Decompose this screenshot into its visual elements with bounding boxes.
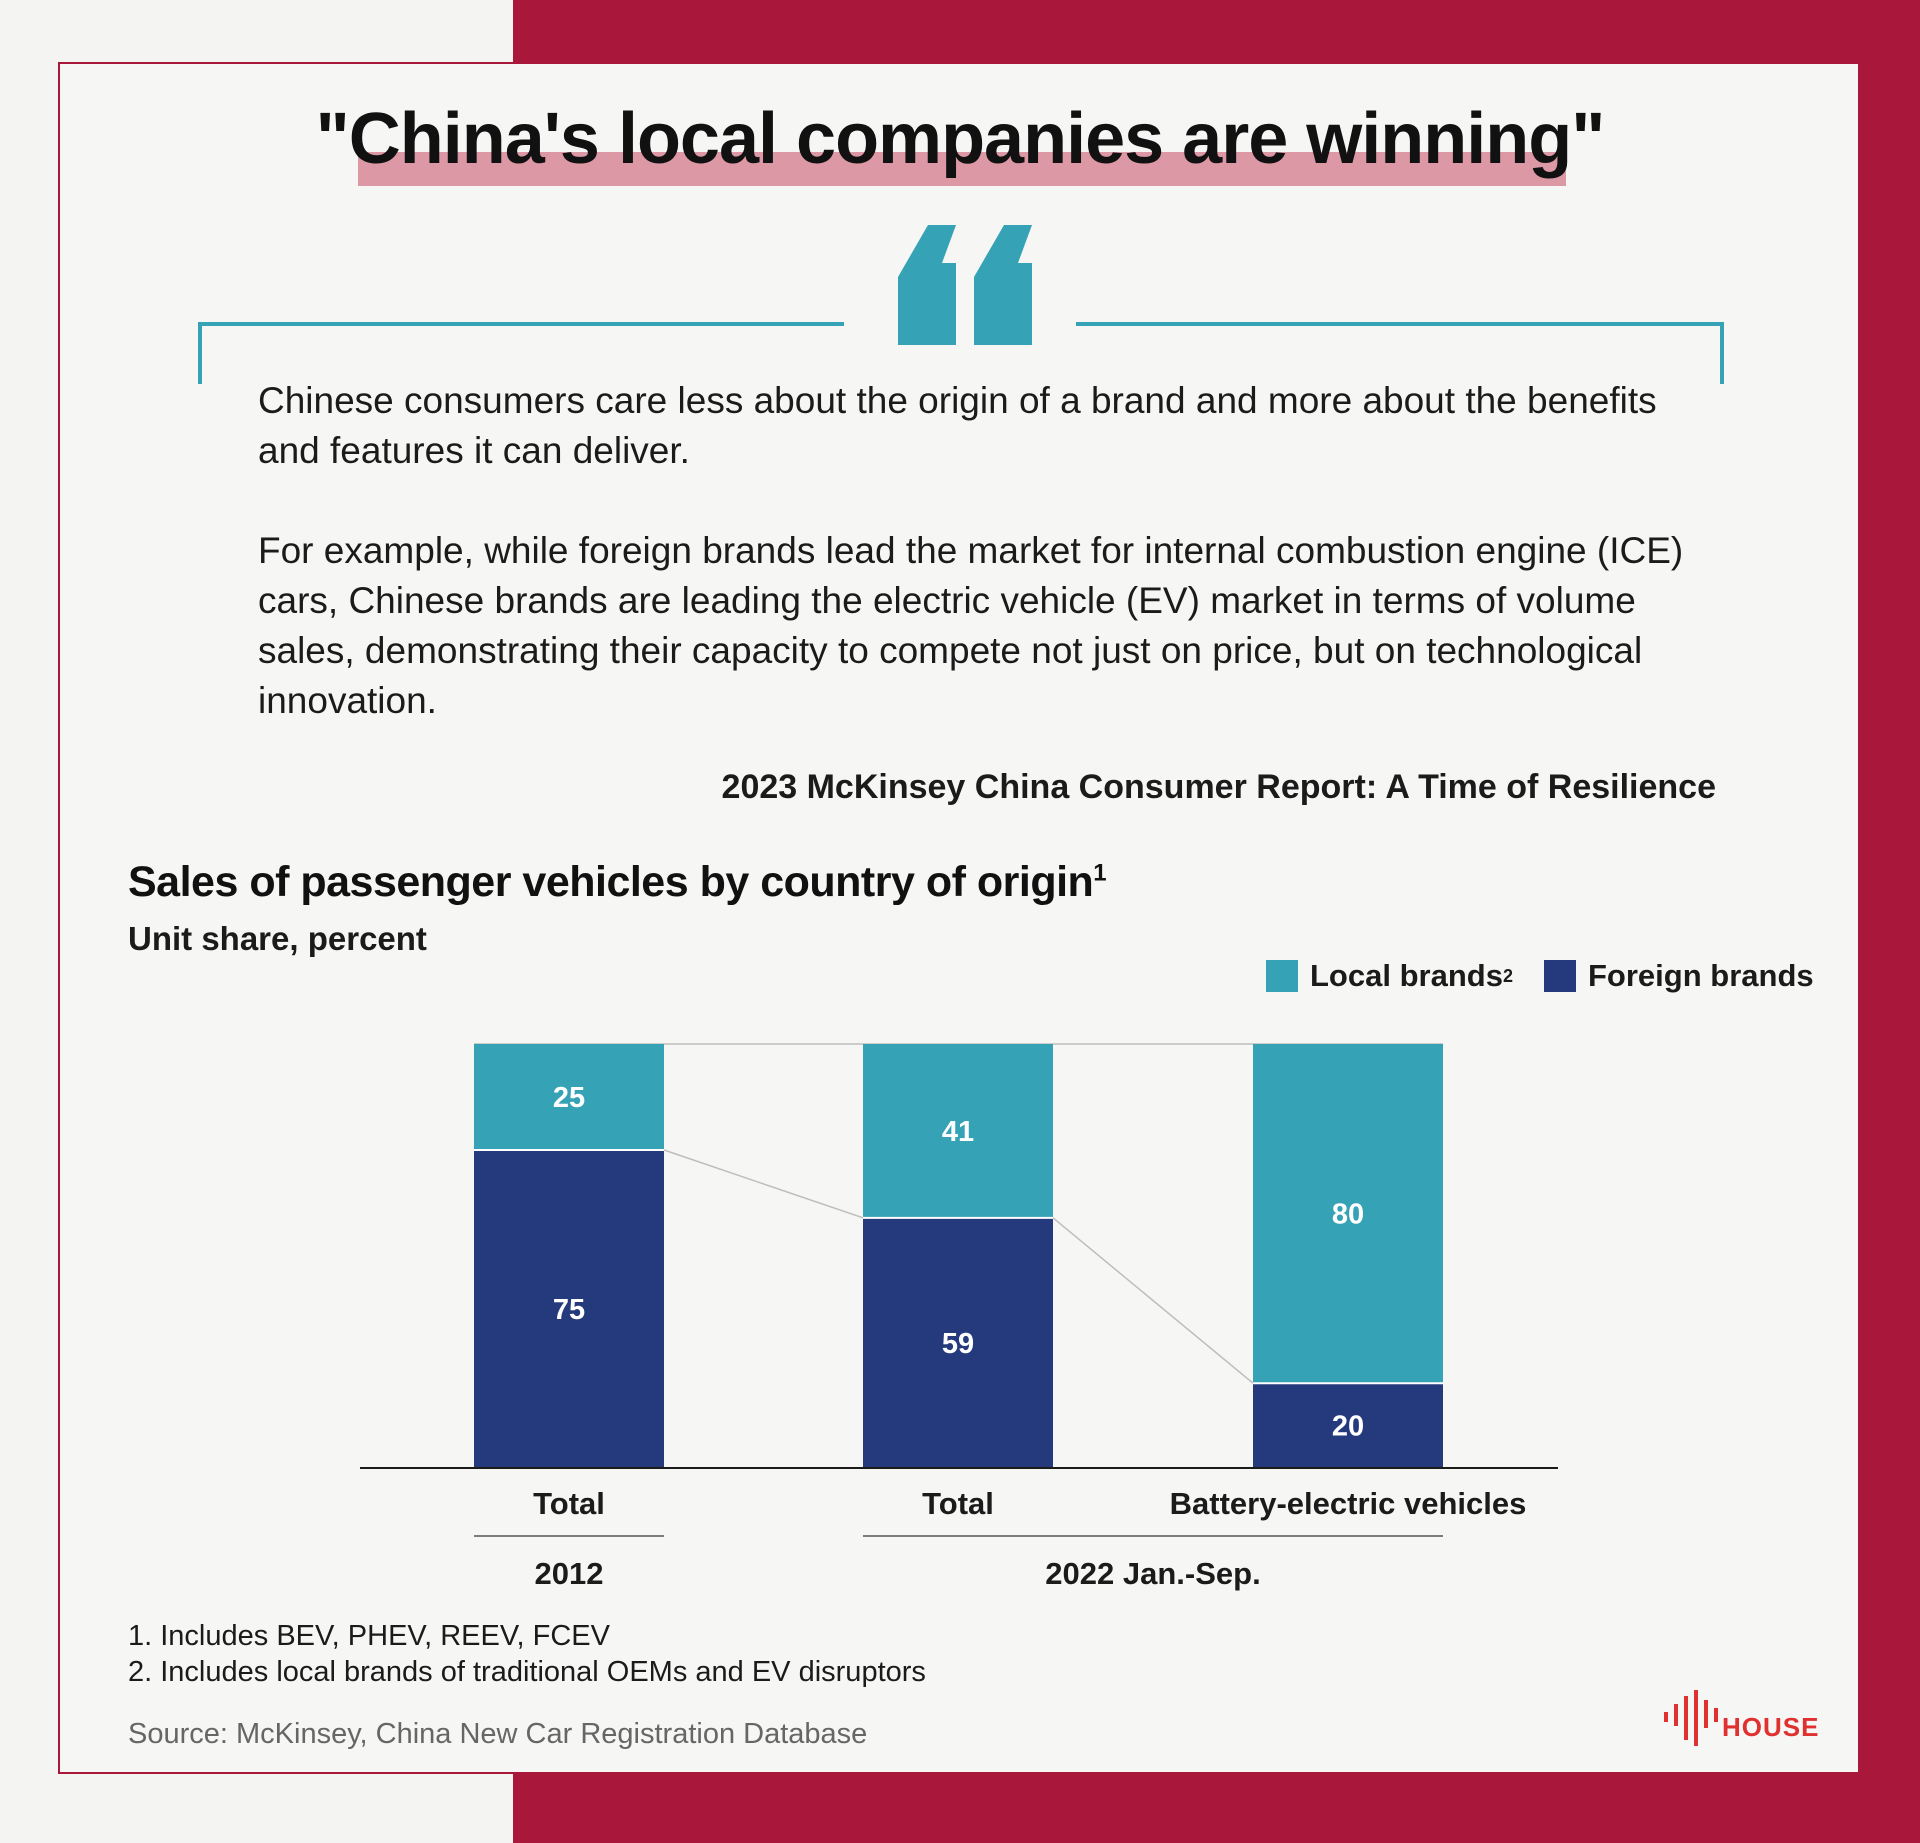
house-logo: HOUSE — [1662, 1690, 1822, 1746]
legend-local-label: Local brands — [1310, 958, 1503, 993]
logo-sound-bars-icon — [1664, 1690, 1718, 1746]
connector-line — [663, 1149, 864, 1219]
bar-local — [863, 1044, 1053, 1218]
chart-subtitle: Unit share, percent — [128, 920, 427, 957]
legend-foreign: Foreign brands — [1544, 958, 1814, 994]
quote-rule-left-end — [198, 322, 202, 384]
footnote-1: 1. Includes BEV, PHEV, REEV, FCEV — [128, 1620, 610, 1652]
quote-source: 2023 McKinsey China Consumer Report: A T… — [721, 768, 1716, 806]
bar-foreign — [474, 1150, 664, 1468]
chart-title-footnote-mark: 1 — [1093, 859, 1107, 887]
quote-paragraph-2: For example, while foreign brands lead t… — [258, 530, 1684, 721]
data-label-local: 25 — [553, 1082, 585, 1114]
bar-foreign — [1253, 1383, 1443, 1468]
group-label: 2012 — [535, 1556, 604, 1591]
category-label: Battery-electric vehicles — [1170, 1486, 1527, 1521]
legend-foreign-label: Foreign brands — [1588, 958, 1814, 993]
headline-container: "China's local companies are winning" — [0, 99, 1920, 179]
connector-line — [1052, 1217, 1254, 1384]
quote-paragraph-1: Chinese consumers care less about the or… — [258, 380, 1657, 471]
legend-foreign-swatch — [1544, 960, 1576, 992]
headline: "China's local companies are winning" — [315, 99, 1606, 179]
bar-local — [474, 1044, 664, 1150]
data-label-local: 41 — [942, 1116, 974, 1148]
footnote-2: 2. Includes local brands of traditional … — [128, 1656, 926, 1688]
bar-foreign — [863, 1217, 1053, 1468]
headline-highlight — [358, 152, 1566, 186]
data-label-local: 80 — [1332, 1199, 1364, 1231]
group-label: 2022 Jan.-Sep. — [1045, 1556, 1260, 1591]
data-label-foreign: 20 — [1332, 1411, 1364, 1443]
logo-text: HOUSE — [1722, 1712, 1820, 1742]
legend-local-footnote-mark: 2 — [1502, 965, 1513, 986]
quote-rule-right-end — [1720, 322, 1724, 384]
data-label-foreign: 59 — [942, 1328, 974, 1360]
category-label: Total — [533, 1486, 605, 1521]
chart-title: Sales of passenger vehicles by country o… — [128, 858, 1107, 907]
quote-rule-right — [1076, 322, 1724, 326]
quote-mark-icon — [898, 225, 1032, 345]
legend-local-swatch — [1266, 960, 1298, 992]
bar-local — [1253, 1044, 1443, 1384]
quote-rule-left — [198, 322, 844, 326]
data-label-foreign: 75 — [553, 1294, 585, 1326]
source-line: Source: McKinsey, China New Car Registra… — [128, 1718, 868, 1750]
category-label: Total — [922, 1486, 994, 1521]
chart-title-text: Sales of passenger vehicles by country o… — [128, 858, 1094, 906]
legend-local: Local brands 2 — [1266, 958, 1513, 994]
infographic-card — [58, 62, 1860, 1774]
